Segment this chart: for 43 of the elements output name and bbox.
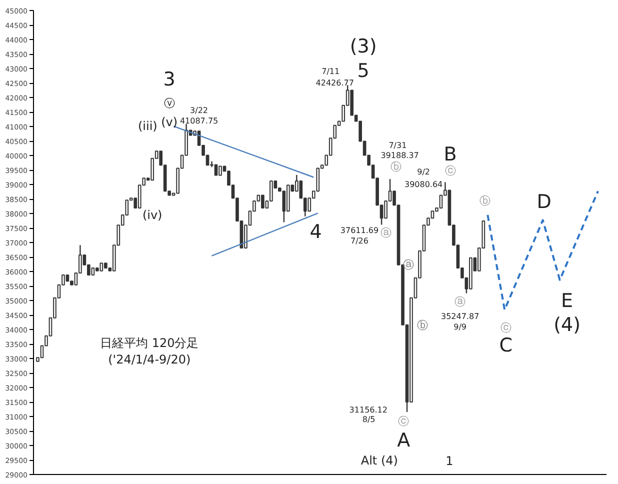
annotation: 9/9	[454, 322, 467, 332]
annotation: 8/5	[362, 415, 376, 424]
candlestick	[214, 164, 218, 176]
annotation: 5	[357, 60, 370, 82]
annotation: 7/26	[350, 236, 368, 246]
annotation: A	[397, 430, 410, 452]
annotation: ⓐ	[402, 258, 414, 272]
annotation: B	[444, 143, 457, 166]
annotation: 42426.77	[316, 78, 354, 88]
annotation: 1	[446, 454, 454, 468]
annotation: ('24/1/4-9/20)	[108, 352, 191, 367]
annotation: 日経平均 120分足	[100, 336, 199, 350]
annotation: ⓥ	[164, 96, 175, 110]
annotation: ⓑ	[416, 319, 428, 332]
annotation: ⓐ	[380, 226, 392, 240]
annotation: E	[561, 290, 574, 312]
annotation: 7/31	[388, 140, 407, 150]
annotation: (4)	[554, 314, 580, 336]
annotation: 4	[310, 220, 322, 243]
annotation: 39188.37	[380, 151, 419, 160]
annotation: ⓒ	[444, 164, 456, 178]
annotation: 7/11	[322, 66, 340, 76]
annotation: Alt (4)	[360, 454, 398, 468]
annotation: (3)	[350, 35, 377, 58]
annotation: 3/22	[190, 106, 208, 115]
annotation: C	[499, 334, 513, 357]
annotation: ⓑ	[480, 194, 491, 208]
annotation: (v)	[161, 115, 178, 130]
annotation: D	[536, 191, 552, 214]
annotation: 9/2	[417, 168, 430, 177]
annotation: ⓒ	[398, 415, 410, 428]
annotation: ⓐ	[454, 295, 466, 308]
candlestick	[261, 194, 264, 208]
annotation: 31156.12	[349, 406, 388, 415]
annotation: 41087.75	[180, 116, 218, 126]
annotation: 37611.69	[340, 226, 379, 236]
annotation: ⓑ	[390, 160, 402, 174]
annotation: (iv)	[142, 208, 162, 222]
annotation: (iii)	[138, 119, 158, 134]
annotation: 39080.64	[404, 180, 443, 190]
annotation: ⓒ	[500, 321, 512, 334]
annotation: 3	[163, 68, 176, 90]
annotation: 35247.87	[440, 312, 480, 321]
